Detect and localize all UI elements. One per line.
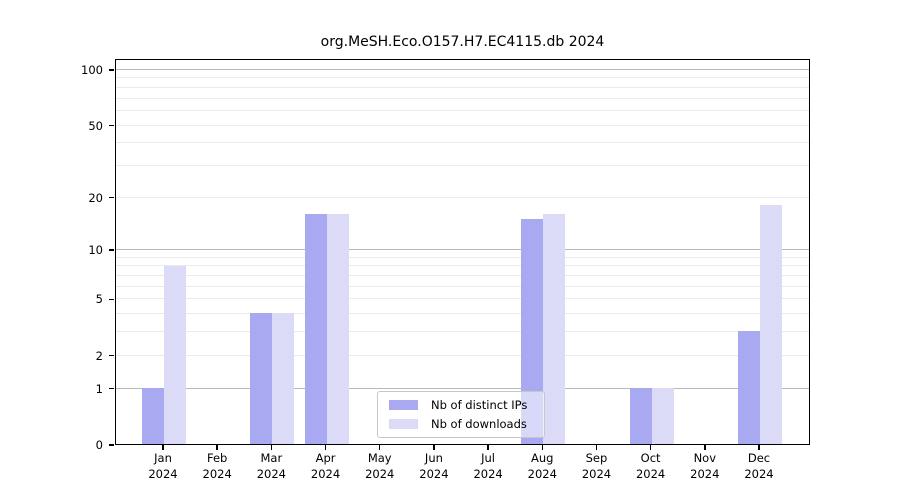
- gridline-major: [116, 387, 809, 389]
- x-tick: [324, 445, 327, 450]
- y-tick: [109, 249, 114, 251]
- gridline-minor: [116, 97, 809, 99]
- gridline-minor: [116, 354, 809, 356]
- x-tick-label: Nov 2024: [690, 451, 720, 481]
- gridline-major: [116, 249, 809, 251]
- x-tick-label: Apr 2024: [310, 451, 341, 481]
- x-tick: [162, 445, 164, 450]
- x-tick-label: Mar 2024: [256, 451, 286, 481]
- y-tick: [109, 444, 114, 446]
- bar-distinct-ips-apr: [304, 213, 327, 444]
- gridline-minor: [116, 256, 809, 258]
- y-tick: [109, 124, 114, 127]
- y-tick-label: 5: [95, 292, 103, 307]
- bar-downloads-mar: [272, 313, 295, 444]
- gridline-minor: [116, 298, 809, 300]
- y-tick-label: 20: [88, 190, 103, 205]
- gridline-minor: [116, 86, 809, 88]
- x-tick-label: Dec 2024: [744, 451, 774, 481]
- bar-distinct-ips-jan: [142, 387, 164, 444]
- x-tick: [595, 445, 598, 450]
- bar-distinct-ips-oct: [629, 387, 652, 444]
- legend-label-downloads: Nb of downloads: [431, 417, 527, 431]
- legend-swatch-distinct-ips-icon: [389, 400, 418, 410]
- gridline-major: [116, 69, 809, 70]
- x-tick: [541, 445, 544, 450]
- x-tick: [378, 445, 381, 450]
- x-tick-label: Jun 2024: [419, 451, 449, 481]
- gridline-minor: [116, 313, 809, 315]
- gridline-minor: [116, 77, 809, 79]
- legend-swatch-downloads-icon: [389, 419, 418, 429]
- y-tick: [109, 387, 114, 390]
- chart-title: org.MeSH.Eco.O157.H7.EC4115.db 2024: [320, 34, 605, 50]
- y-tick-label: 50: [88, 118, 103, 133]
- bar-downloads-oct: [651, 387, 674, 444]
- gridline-minor: [116, 109, 809, 111]
- gridline-minor: [116, 285, 809, 287]
- y-tick: [109, 69, 114, 71]
- x-tick: [704, 445, 706, 450]
- x-tick-label: Oct 2024: [635, 451, 666, 481]
- legend-item-distinct-ips: Nb of distinct IPs: [386, 398, 536, 413]
- x-tick: [758, 445, 760, 450]
- y-tick-label: 1: [95, 381, 103, 396]
- x-tick-label: Sep 2024: [581, 451, 612, 481]
- bar-downloads-aug: [543, 213, 566, 444]
- y-tick-label: 2: [95, 348, 103, 363]
- y-tick-label: 0: [95, 438, 103, 452]
- x-tick: [216, 445, 218, 450]
- gridline-minor: [116, 142, 809, 144]
- x-tick-label: Jul 2024: [473, 451, 503, 481]
- x-tick: [649, 445, 652, 450]
- bar-distinct-ips-mar: [250, 313, 273, 444]
- y-tick-label: 100: [81, 63, 103, 77]
- gridline-minor: [116, 331, 809, 333]
- bar-distinct-ips-dec: [738, 331, 760, 444]
- legend-item-downloads: Nb of downloads: [386, 417, 536, 432]
- bar-distinct-ips-aug: [521, 218, 544, 444]
- x-tick: [270, 445, 273, 450]
- legend: Nb of distinct IPs Nb of downloads: [377, 391, 545, 438]
- x-tick: [433, 445, 435, 450]
- x-tick-label: Feb 2024: [202, 451, 232, 481]
- x-tick-label: Jan 2024: [148, 451, 178, 481]
- y-tick: [109, 354, 114, 357]
- gridline-minor: [116, 124, 809, 126]
- y-tick: [109, 196, 114, 199]
- bar-downloads-jan: [164, 265, 186, 444]
- gridline-minor: [116, 265, 809, 267]
- gridline-minor: [116, 164, 809, 166]
- y-tick-label: 10: [88, 243, 103, 258]
- bar-downloads-apr: [326, 213, 349, 444]
- x-tick-label: May 2024: [365, 451, 395, 481]
- x-tick: [487, 445, 489, 450]
- gridline-minor: [116, 196, 809, 198]
- plot-area: [115, 59, 810, 445]
- gridline-minor: [116, 275, 809, 277]
- legend-label-distinct-ips: Nb of distinct IPs: [431, 398, 528, 412]
- y-tick: [109, 298, 114, 301]
- bar-downloads-dec: [760, 204, 782, 444]
- x-tick-label: Aug 2024: [527, 451, 557, 481]
